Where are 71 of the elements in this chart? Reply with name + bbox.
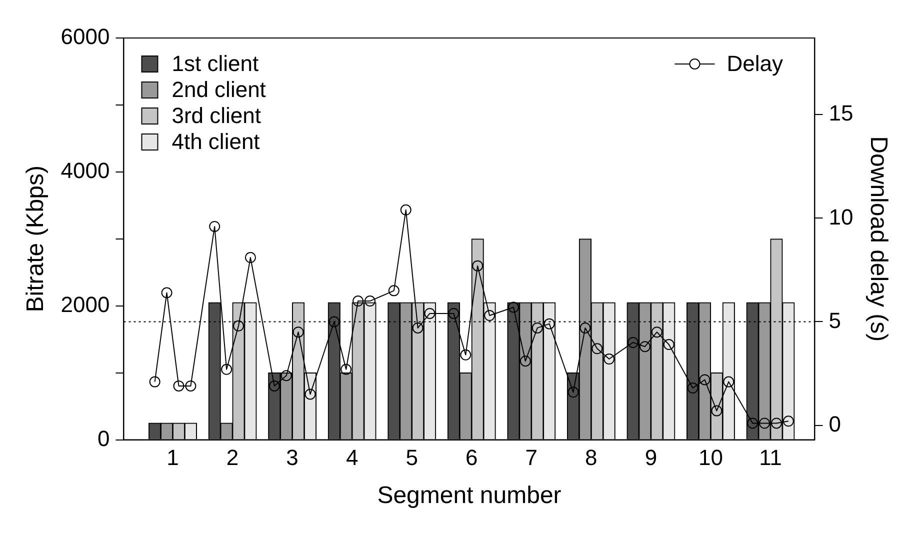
y2-tick-label: 15 [828,100,854,126]
point [352,296,364,307]
point [292,326,304,338]
x-tick-label: 4 [346,445,358,470]
y2-tick-label: 10 [828,204,854,230]
x-axis-title: Segment number [377,482,562,510]
y2-tick-label: 0 [828,411,841,436]
x-tick-label: 2 [226,445,239,470]
point [651,326,662,338]
point [592,343,603,354]
point [639,341,650,352]
y2-axis-title: Download delay (s) [864,136,892,342]
point [149,376,160,388]
y-tick-label: 2000 [60,292,110,317]
point [568,386,579,398]
point [364,296,376,307]
x-tick-label: 1 [166,445,179,470]
x-tick-label: 9 [644,445,658,470]
point [244,252,256,264]
point [544,318,555,330]
x-tick-label: 3 [286,445,298,470]
legend-label: Delay [726,51,783,76]
x-tick-label: 7 [525,445,538,470]
point [770,418,782,429]
x-tick-label: 11 [759,445,782,470]
y-tick-label: 6000 [60,24,110,50]
y-axis-title: Bitrate (Kbps) [22,166,50,312]
point [699,374,710,386]
point [328,316,340,328]
point [520,356,531,367]
point [209,220,220,232]
y2-tick-label: 5 [828,308,841,333]
point [782,416,794,427]
point [747,418,758,429]
x-tick-label: 6 [466,445,478,470]
point [711,405,722,416]
point [723,376,734,388]
point [628,336,639,348]
point [268,380,280,392]
point [663,339,674,350]
point [233,320,244,332]
point [484,310,496,322]
legend-label: 4th client [172,129,260,154]
legend-label: 3rd client [172,103,262,128]
y-tick-label: 4000 [60,158,110,183]
point [424,308,436,319]
point [304,388,316,400]
point [532,322,543,334]
point [161,287,172,298]
point [400,204,412,216]
point [604,354,615,365]
point [388,285,400,296]
x-tick-label: 8 [585,445,598,470]
point [448,308,460,319]
x-tick-label: 10 [698,445,723,470]
point [759,418,770,429]
legend-label: 1st client [172,51,259,76]
point [508,302,519,313]
point [221,364,232,375]
point [185,380,196,392]
point [687,382,698,394]
x-tick-label: 5 [406,445,418,470]
point [460,349,472,360]
point [472,260,484,272]
point [280,370,292,382]
legend-label: 2nd client [172,77,266,102]
y-tick-label: 0 [97,426,110,451]
point [412,322,424,334]
point [340,364,352,375]
point [580,322,591,334]
point [173,380,184,392]
